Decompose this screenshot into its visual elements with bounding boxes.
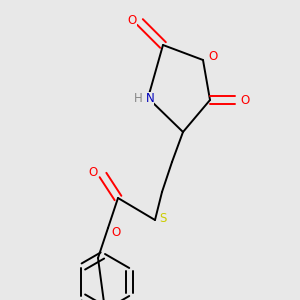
Text: O: O xyxy=(240,94,250,106)
Text: H: H xyxy=(134,92,142,104)
Text: N: N xyxy=(146,92,154,104)
Text: O: O xyxy=(128,14,136,26)
Text: S: S xyxy=(159,212,167,224)
Text: O: O xyxy=(111,226,121,239)
Text: O: O xyxy=(208,50,217,62)
Text: O: O xyxy=(88,166,98,178)
